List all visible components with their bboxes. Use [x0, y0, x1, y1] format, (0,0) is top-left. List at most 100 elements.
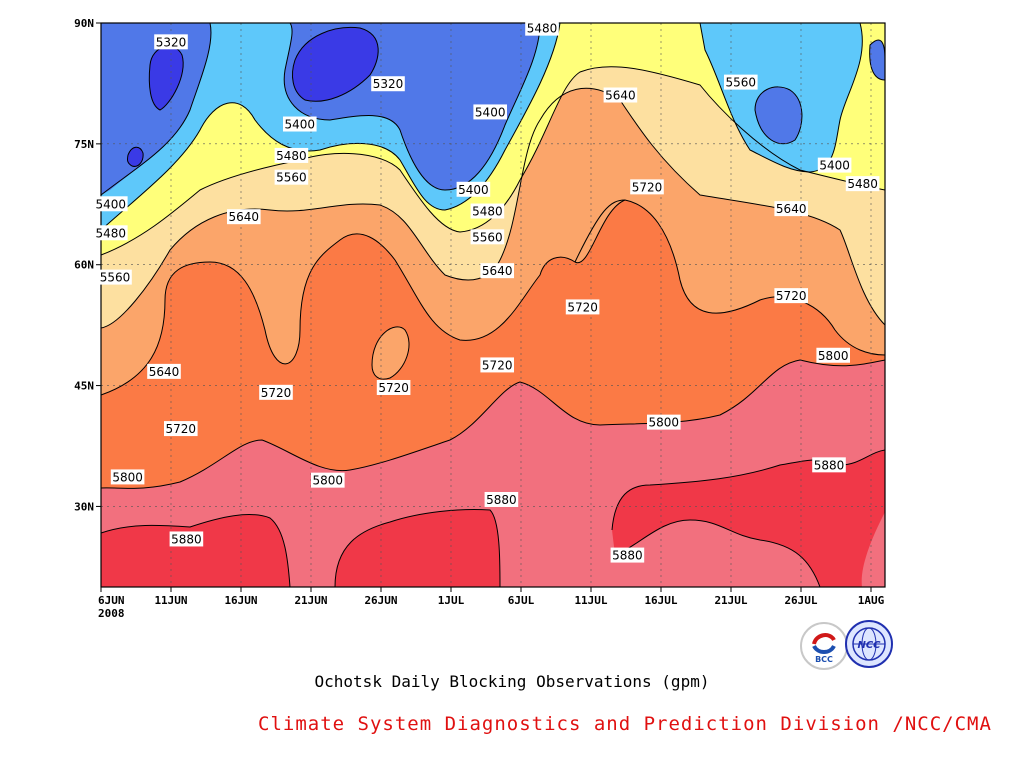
x-tick-label: 21JUN — [294, 594, 327, 607]
y-tick-label: 45N — [74, 380, 94, 393]
bcc-logo: BCC — [800, 622, 848, 670]
contour-label-box — [371, 76, 405, 92]
ncc-logo-graphic: NCC — [852, 627, 886, 661]
bcc-logo-text: BCC — [815, 655, 833, 664]
bcc-logo-graphic: BCC — [812, 633, 836, 664]
contour-label: 5560 — [276, 171, 307, 185]
contour-label-box — [565, 299, 600, 315]
contour-label-box — [274, 147, 309, 163]
contour-label-box — [110, 469, 145, 485]
contour-label: 5480 — [96, 226, 127, 240]
fill-5800-5880 — [101, 360, 885, 587]
contour-label-box — [480, 263, 514, 279]
contour-label: 5720 — [378, 381, 409, 395]
contour-label: 5720 — [776, 289, 807, 303]
contour-line-5720-top — [574, 199, 626, 263]
x-year-label: 2008 — [98, 607, 125, 620]
contour-label-box — [470, 203, 505, 219]
contour-label: 5640 — [482, 264, 513, 278]
contour-line-5320-b — [292, 26, 379, 102]
contour-label-box — [227, 209, 261, 225]
contour-label-box — [845, 176, 880, 192]
contour-label-box — [470, 229, 505, 245]
contour-label-box — [630, 179, 664, 195]
contour-label-box — [94, 196, 128, 212]
contour-label: 5400 — [819, 159, 850, 173]
contour-line-5400 — [100, 22, 212, 196]
contour-label-box — [774, 288, 808, 304]
contour-label: 5800 — [313, 474, 344, 488]
contour-label: 5560 — [472, 230, 503, 244]
fill-above-5880-center — [335, 509, 500, 587]
x-tick-label: 6JUN — [98, 594, 125, 607]
contour-label: 5720 — [261, 386, 292, 400]
y-tick-label: 90N — [74, 17, 94, 30]
contour-label: 5320 — [373, 77, 404, 91]
contour-label-box — [812, 457, 846, 473]
y-tick-label: 75N — [74, 138, 94, 151]
contour-label: 5800 — [112, 470, 143, 484]
contour-label-box — [473, 104, 507, 120]
contour-line-5720-island — [371, 326, 410, 380]
x-tick-label: 6JUL — [508, 594, 535, 607]
ncc-logo: NCC — [845, 620, 893, 668]
contour-label: 5400 — [475, 105, 506, 119]
contour-label: 5720 — [166, 422, 197, 436]
contour-line-5720 — [100, 199, 886, 455]
plot-frame — [100, 22, 886, 588]
x-tick-label: 1JUL — [438, 594, 465, 607]
contour-line-5480-right — [699, 22, 863, 173]
contour-label-box — [376, 379, 411, 395]
contour-label: 5560 — [100, 271, 131, 285]
contour-label: 5640 — [149, 365, 180, 379]
contour-line-5400-b — [283, 22, 541, 191]
contour-label: 5320 — [156, 35, 187, 49]
x-tick-label: 16JUL — [644, 594, 677, 607]
contour-label-box — [147, 363, 181, 379]
contour-label: 5720 — [482, 358, 513, 372]
y-tick-label: 30N — [74, 500, 94, 513]
contour-label-box — [480, 357, 514, 373]
contour-label-box — [456, 181, 491, 197]
contour-label-box — [817, 157, 852, 173]
credit-line: Climate System Diagnostics and Predictio… — [258, 713, 992, 735]
contour-label: 5400 — [96, 197, 127, 211]
contour-label: 5800 — [649, 416, 680, 430]
contour-label: 5880 — [171, 532, 202, 546]
contour-line-5800 — [100, 359, 886, 489]
contour-label: 5720 — [567, 300, 598, 314]
contour-label: 5720 — [632, 180, 663, 194]
contour-label: 5480 — [276, 149, 307, 163]
contour-label-box — [724, 74, 758, 90]
contour-label-box — [525, 20, 559, 36]
y-axis: 30N 45N 60N 75N 90N — [74, 17, 101, 513]
contour-label-box — [816, 347, 850, 363]
fill-5320-5400-c — [755, 86, 802, 144]
contour-labels: 5320 5320 5480 5400 5400 5640 5560 5480 5560 5400… — [94, 20, 880, 563]
contour-label: 5400 — [458, 183, 489, 197]
contour-label-box — [647, 414, 681, 430]
x-tick-label: 11JUL — [574, 594, 607, 607]
contour-label: 5640 — [776, 202, 807, 216]
fill-above-5880-left — [101, 514, 290, 587]
contour-label-box — [274, 169, 309, 185]
fill-5320-5400-d — [869, 40, 885, 80]
x-tick-label: 11JUN — [154, 594, 187, 607]
contour-label: 5880 — [612, 549, 643, 563]
contour-label-box — [610, 547, 645, 563]
ncc-logo-text: NCC — [857, 640, 881, 651]
fill-below-5320-a — [149, 46, 184, 110]
fill-below-5320-c — [127, 147, 144, 167]
contour-line-5320-c — [127, 146, 144, 167]
contour-label: 5800 — [818, 349, 849, 363]
contour-label: 5480 — [847, 177, 878, 191]
contour-label: 5640 — [229, 210, 260, 224]
contour-label: 5480 — [527, 22, 558, 36]
contour-line-5880-right-lower — [614, 519, 821, 588]
contour-label: 5480 — [472, 205, 503, 219]
contour-label-box — [94, 225, 128, 241]
contour-line-5880-left — [100, 514, 291, 588]
chart-title: Ochotsk Daily Blocking Observations (gpm… — [314, 672, 710, 691]
contour-label-box — [169, 531, 204, 547]
